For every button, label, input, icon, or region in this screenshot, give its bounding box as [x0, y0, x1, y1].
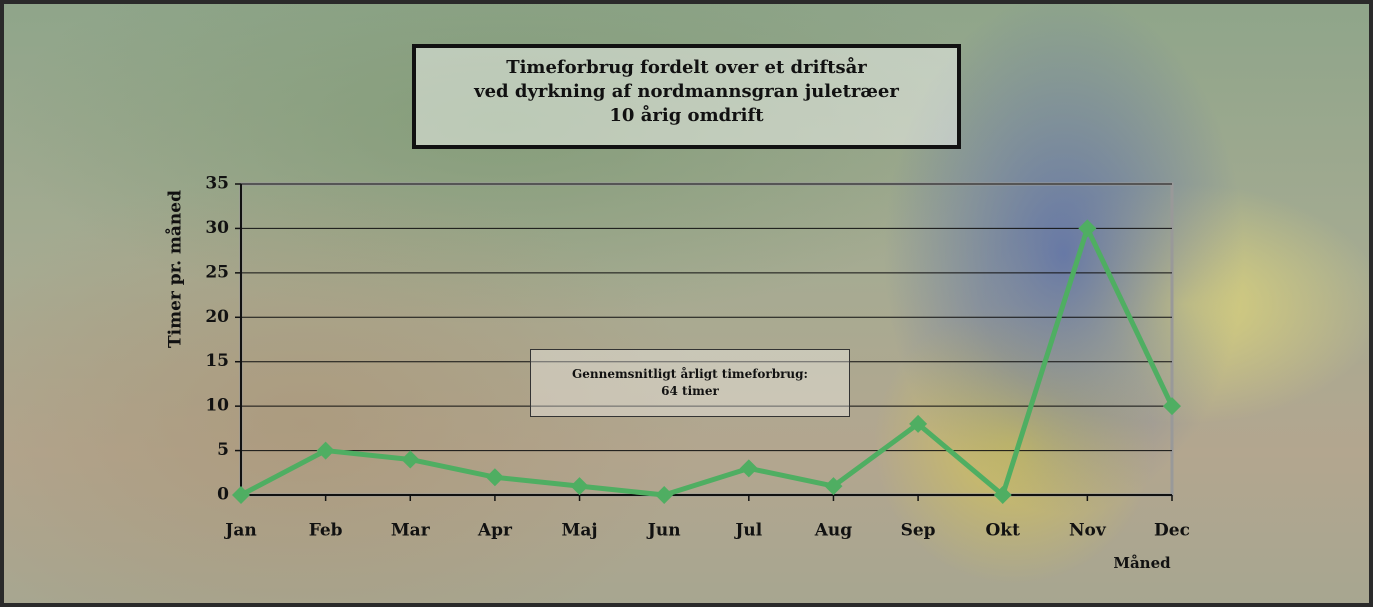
chart-title: Timeforbrug fordelt over et driftsår ved…: [412, 44, 961, 149]
marker: [1078, 219, 1096, 237]
title-line: 10 årig omdrift: [416, 104, 957, 128]
chart: 0 5 10 15 20 25 30 35 Jan Feb Mar Apr Maj Jun Jul Aug Se…: [0, 0, 1373, 607]
marker: [571, 477, 589, 495]
y-tick-label: 25: [205, 262, 229, 282]
title-line: ved dyrkning af nordmannsgran juletræer: [416, 80, 957, 104]
y-tick-label: 10: [205, 396, 229, 416]
x-tick-label: Feb: [309, 521, 343, 541]
marker: [740, 459, 758, 477]
y-tick-label: 30: [205, 218, 229, 238]
x-tick-label: Nov: [1069, 521, 1107, 541]
y-tick-label: 35: [205, 174, 229, 194]
x-tick-label: Aug: [814, 521, 853, 541]
marker: [317, 442, 335, 460]
y-tick-label: 15: [205, 351, 229, 371]
marker: [401, 450, 419, 468]
marker: [655, 486, 673, 504]
x-tick-label: Jul: [733, 521, 762, 541]
x-tick-label: Dec: [1154, 521, 1190, 541]
x-axis-label: Måned: [1113, 554, 1171, 572]
y-tick-label: 0: [217, 485, 229, 505]
x-tick-label: Okt: [986, 521, 1021, 541]
x-tick-label: Jan: [223, 521, 256, 541]
plot-border: [241, 184, 1172, 495]
y-tick-label: 20: [205, 307, 229, 327]
marker: [232, 486, 250, 504]
annotation-line: Gennemsnitligt årligt timeforbrug:: [531, 366, 849, 383]
marker: [486, 468, 504, 486]
x-tick-label: Maj: [562, 521, 598, 541]
title-line: Timeforbrug fordelt over et driftsår: [416, 56, 957, 80]
y-axis-label: Timer pr. måned: [165, 190, 186, 348]
marker: [1163, 397, 1181, 415]
x-tick-label: Mar: [391, 521, 431, 541]
x-tick-label: Sep: [901, 521, 936, 541]
x-tick-label: Jun: [646, 521, 681, 541]
y-tick-label: 5: [217, 440, 229, 460]
annotation-line: 64 timer: [531, 383, 849, 400]
x-tick-label: Apr: [477, 521, 513, 541]
annotation: Gennemsnitligt årligt timeforbrug: 64 ti…: [530, 349, 850, 417]
